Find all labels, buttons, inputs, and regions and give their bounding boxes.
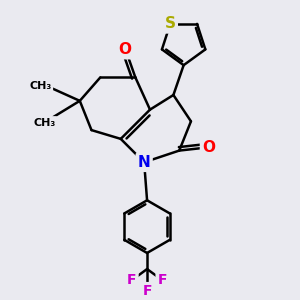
Text: N: N [138, 155, 151, 170]
Text: O: O [118, 42, 132, 57]
Text: O: O [202, 140, 215, 155]
Text: F: F [142, 284, 152, 298]
Text: S: S [165, 16, 176, 32]
Text: CH₃: CH₃ [34, 118, 56, 128]
Text: F: F [158, 273, 167, 287]
Text: F: F [127, 273, 136, 287]
Text: CH₃: CH₃ [29, 81, 51, 91]
